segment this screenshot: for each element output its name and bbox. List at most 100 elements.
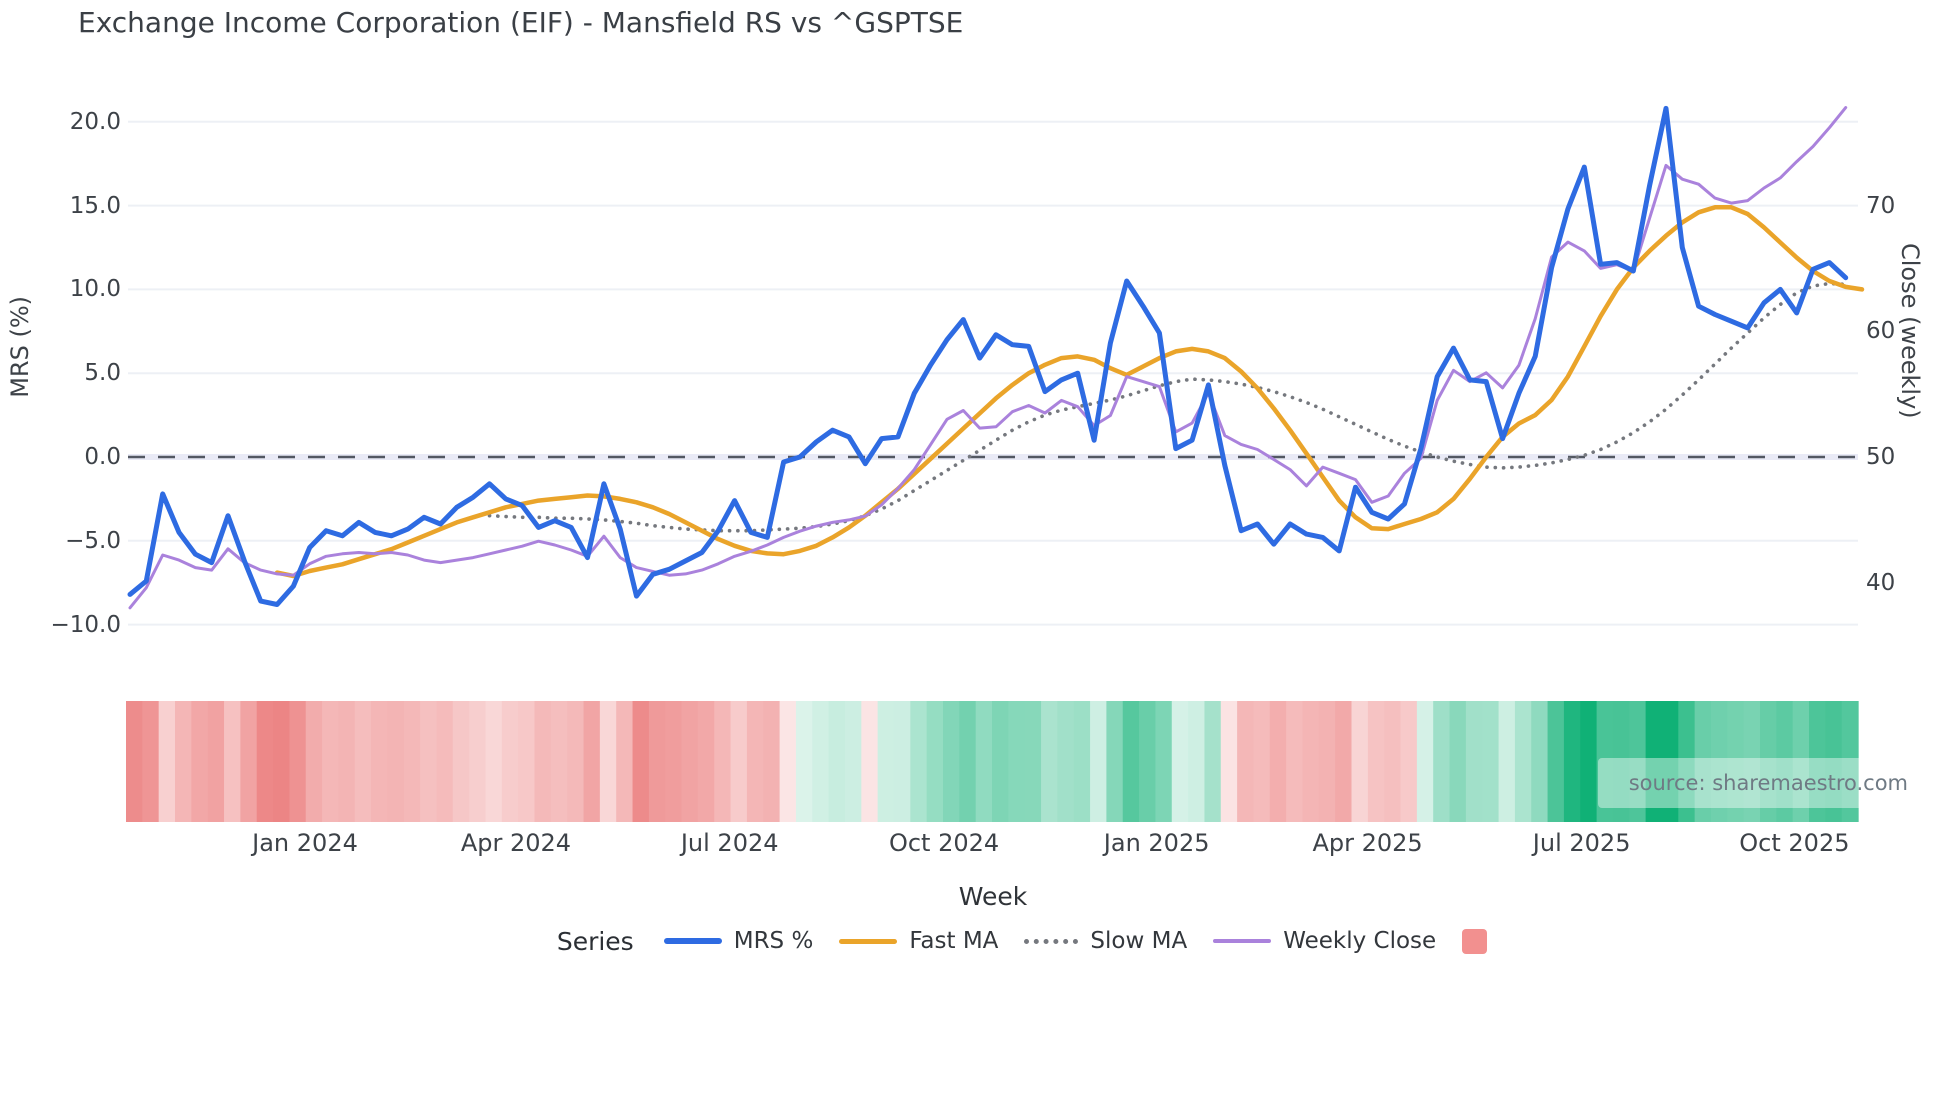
heatmap-square-swatch-icon: [1462, 928, 1488, 954]
heatmap-cell: [632, 701, 650, 822]
heatmap-cell: [1547, 701, 1565, 822]
heatmap-cell: [959, 701, 977, 822]
y-tick-left: −10.0: [50, 611, 121, 638]
heatmap-cell: [1596, 701, 1614, 822]
heatmap-cell: [1286, 701, 1304, 822]
heatmap-cell: [1302, 701, 1320, 822]
heatmap-cell: [730, 701, 748, 822]
heatmap-cell: [550, 701, 568, 822]
heatmap-cell: [1122, 701, 1140, 822]
heatmap-cell: [256, 701, 274, 822]
heatmap-cell: [1661, 701, 1679, 822]
heatmap-cell: [1433, 701, 1451, 822]
heatmap-cell: [1090, 701, 1108, 822]
heatmap-cell: [403, 701, 421, 822]
heatmap-cell: [1580, 701, 1598, 822]
x-tick: Oct 2025: [1739, 829, 1850, 857]
legend-item-fast-ma: Fast MA: [839, 928, 998, 954]
heatmap-cell: [763, 701, 781, 822]
heatmap-cell: [485, 701, 503, 822]
heatmap-cell: [943, 701, 960, 822]
heatmap-cell: [1482, 701, 1500, 822]
legend-item-weekly-close: Weekly Close: [1213, 928, 1436, 954]
mrs-line-swatch-icon: [663, 938, 722, 944]
weekly-close-line-swatch-icon: [1213, 939, 1272, 943]
y-tick-left: 0.0: [84, 444, 121, 470]
series-line-fast-ma: [274, 205, 1865, 579]
y-tick-right: 40: [1866, 569, 1896, 596]
legend: Series MRS % Fast MA Slow MA Weekly Clos…: [0, 918, 1960, 964]
heatmap-cell: [354, 701, 372, 822]
heatmap-cell: [518, 701, 536, 822]
heatmap-cell: [1694, 701, 1712, 822]
heatmap-cell: [1367, 701, 1385, 822]
heatmap-cell: [1057, 701, 1075, 822]
heatmap-cell: [665, 701, 683, 822]
heatmap-cell: [224, 701, 241, 822]
heatmap-cell: [1041, 701, 1058, 822]
heatmap-cell: [240, 701, 258, 822]
heatmap-cell: [273, 701, 291, 822]
heatmap-cell: [1710, 701, 1728, 822]
heatmap-cell: [893, 701, 911, 822]
heatmap-cell: [1825, 701, 1843, 822]
heatmap-cell: [812, 701, 830, 822]
heatmap-cell: [567, 701, 585, 822]
heatmap-cell: [501, 701, 519, 822]
x-tick: Apr 2025: [1312, 829, 1423, 857]
heatmap-cell: [746, 701, 764, 822]
heatmap-cell: [992, 701, 1009, 822]
slow-ma-dotted-swatch-icon: [1024, 938, 1079, 944]
legend-title: Series: [556, 926, 634, 956]
heatmap-cell: [534, 701, 552, 822]
heatmap-cell: [1351, 701, 1369, 822]
y-tick-left: 20.0: [69, 108, 121, 135]
heatmap-cell: [1253, 701, 1271, 822]
heatmap-cell: [1335, 701, 1353, 822]
heatmap-cell: [158, 701, 176, 822]
heatmap-cell: [926, 701, 944, 822]
heatmap-cell: [1776, 701, 1794, 822]
heatmap-cell: [289, 701, 307, 822]
heatmap-cell: [1188, 701, 1206, 822]
y-tick-left: 15.0: [69, 192, 121, 219]
heatmap-cell: [1678, 701, 1696, 822]
heatmap-cell: [616, 701, 634, 822]
heatmap-cell: [1384, 701, 1402, 822]
x-axis-title: Week: [958, 882, 1028, 911]
legend-item-mrs: MRS %: [663, 928, 814, 954]
right-axis-title: Close (weekly): [1896, 243, 1924, 419]
heatmap-cell: [1008, 701, 1026, 822]
heatmap-cell: [975, 701, 993, 822]
x-tick: Apr 2024: [460, 829, 572, 857]
heatmap-cell: [1645, 701, 1663, 822]
y-tick-right: 70: [1866, 192, 1896, 219]
y-tick-right: 50: [1866, 444, 1896, 470]
heatmap-cell: [1760, 701, 1777, 822]
x-tick: Jul 2024: [680, 829, 779, 857]
heatmap-cell: [1743, 701, 1761, 822]
chart-title: Exchange Income Corporation (EIF) - Mans…: [78, 6, 964, 39]
heatmap-cell: [1400, 701, 1418, 822]
heatmap-cell: [681, 701, 699, 822]
heatmap-cell: [1171, 701, 1189, 822]
heatmap-cell: [175, 701, 192, 822]
heatmap-cell: [322, 701, 340, 822]
heatmap-cell: [1073, 701, 1091, 822]
y-tick-left: 5.0: [84, 360, 121, 387]
y-tick-left: 10.0: [69, 276, 121, 303]
heatmap-cell: [1220, 701, 1238, 822]
heatmap-cell: [1563, 701, 1581, 822]
left-axis-title: MRS (%): [6, 296, 34, 398]
heatmap-cell: [387, 701, 405, 822]
legend-item-slow-ma: Slow MA: [1024, 928, 1187, 954]
heatmap-cell: [126, 701, 143, 822]
heatmap-cell: [877, 701, 895, 822]
heatmap-cell: [828, 701, 846, 822]
x-tick: Jan 2024: [252, 829, 358, 857]
legend-item-label: Slow MA: [1090, 928, 1188, 954]
heatmap-cell: [1514, 701, 1532, 822]
legend-item-label: MRS %: [733, 928, 814, 954]
heatmap-cell: [207, 701, 225, 822]
